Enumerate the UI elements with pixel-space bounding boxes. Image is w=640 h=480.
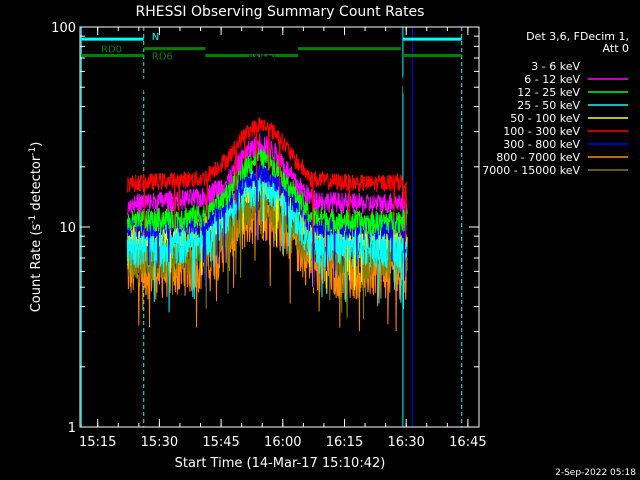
series-layer — [126, 52, 408, 332]
legend-header-2: Att 0 — [603, 42, 629, 55]
legend-label: 800 - 7000 keV — [496, 151, 580, 164]
legend-label: 12 - 25 keV — [517, 86, 580, 99]
y-axis-label: Count Rate (s-1 detector-1) — [28, 142, 44, 313]
legend-label: 7000 - 15000 keV — [482, 164, 580, 177]
y-axis-label-sup-1: -1 — [28, 215, 38, 224]
x-tick-label: 16:00 — [264, 435, 301, 450]
legend-label: 100 - 300 keV — [503, 125, 580, 138]
rd0-bar-label: RD0 — [101, 45, 122, 56]
y-axis-label-part-3: ) — [29, 142, 44, 147]
x-tick-label: 16:15 — [326, 435, 363, 450]
rd6-bar-label: RD6 — [152, 52, 173, 63]
x-tick-label: 15:15 — [79, 435, 116, 450]
y-tick-label: 100 — [51, 21, 76, 36]
series-line — [126, 133, 408, 216]
legend-label: 25 - 50 keV — [517, 99, 580, 112]
x-tick-label: 15:30 — [141, 435, 178, 450]
y-axis-label-part-1: Count Rate (s — [29, 224, 44, 313]
legend-header-1: Det 3,6, FDecim 1, — [526, 30, 629, 43]
legend-label: 6 - 12 keV — [524, 73, 580, 86]
y-axis-label-part-2: detector — [29, 155, 44, 215]
legend-label: 3 - 6 keV — [531, 60, 580, 73]
legend-label: 300 - 800 keV — [503, 138, 580, 151]
chart-title: RHESSI Observing Summary Count Rates — [136, 4, 425, 20]
x-tick-label: 15:45 — [202, 435, 239, 450]
footer-timestamp: 2-Sep-2022 05:18 — [555, 468, 636, 478]
x-tick-label: 16:30 — [387, 435, 424, 450]
y-axis-label-sup-2: -1 — [28, 147, 38, 156]
series-line — [126, 52, 408, 96]
x-tick-label: 16:45 — [449, 435, 486, 450]
night-bar-label: N — [152, 32, 159, 43]
series-line — [126, 164, 408, 313]
series-line — [126, 116, 408, 247]
y-tick-label: 10 — [59, 221, 76, 236]
legend-label: 50 - 100 keV — [510, 112, 580, 125]
y-tick-label: 1 — [68, 421, 76, 436]
x-axis-label: Start Time (14-Mar-17 15:10:42) — [175, 456, 386, 471]
axes: 15:15 15:30 15:45 16:00 16:15 16:30 16:45 1 10 10… — [51, 21, 486, 450]
